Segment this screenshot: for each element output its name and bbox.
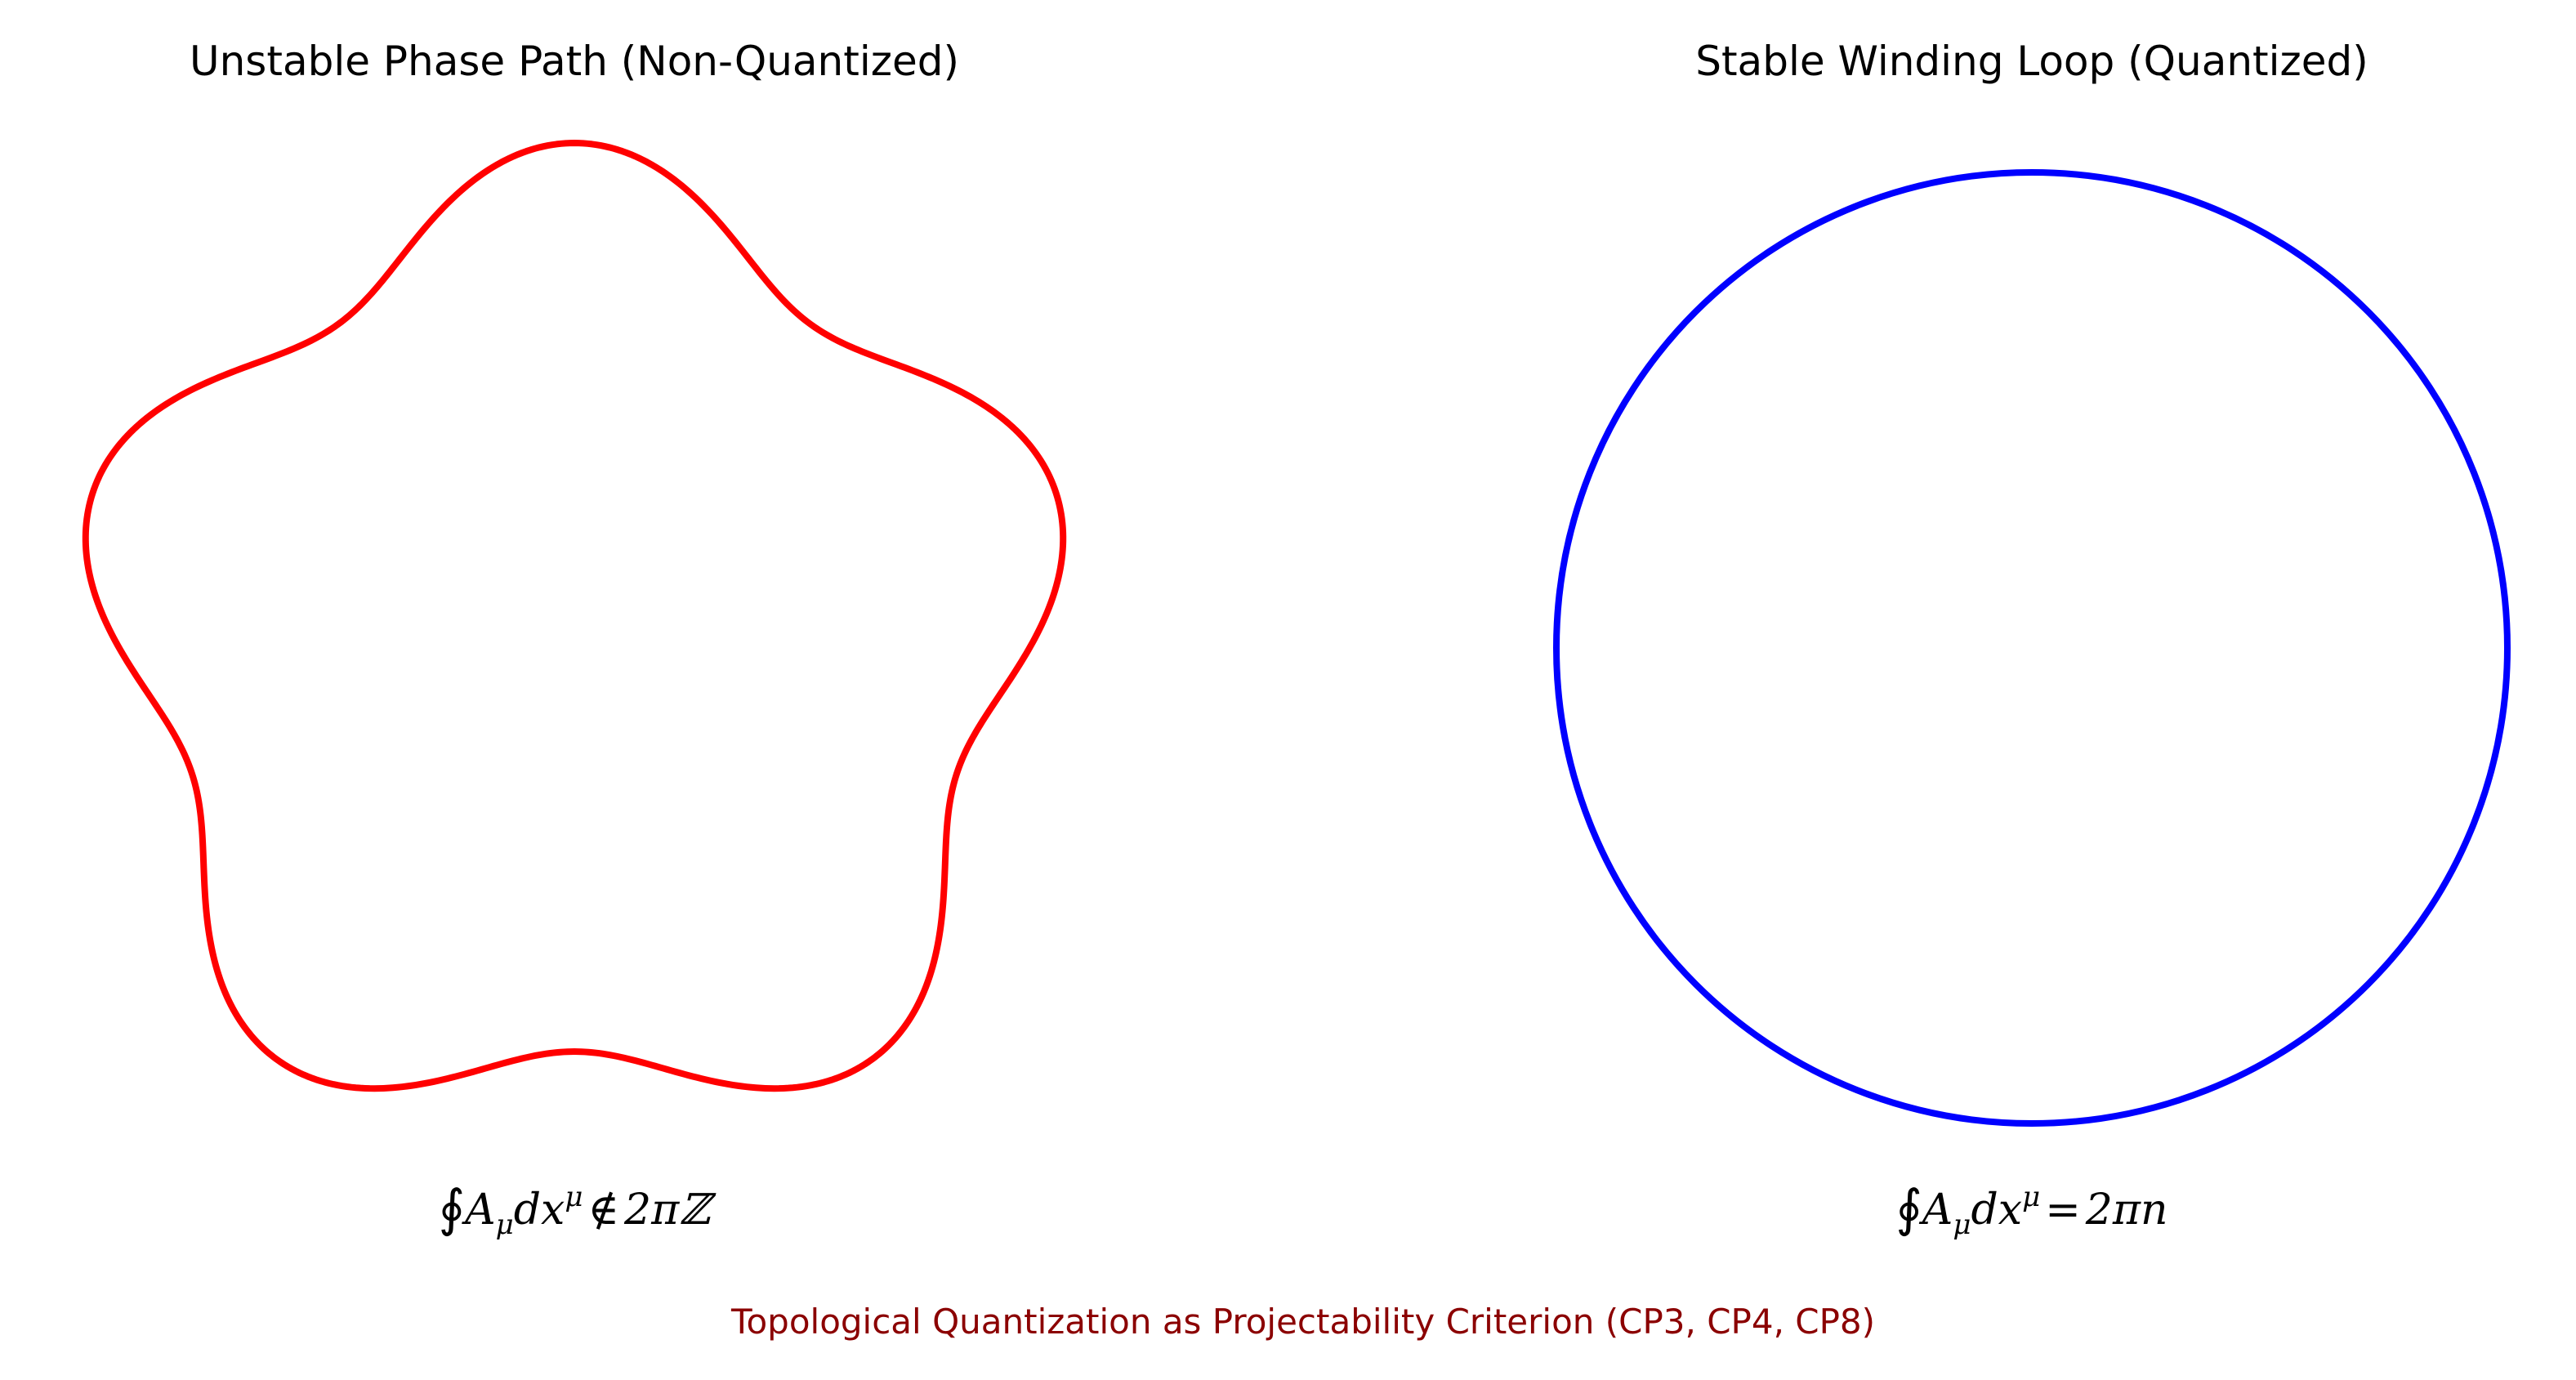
field-index: μ <box>495 1208 514 1241</box>
differential-index: μ <box>565 1181 583 1213</box>
differential-index: μ <box>2022 1181 2041 1213</box>
field-symbol: A <box>465 1186 496 1235</box>
left-panel-title: Unstable Phase Path (Non-Quantized) <box>190 38 959 85</box>
unstable-phase-path <box>82 140 1067 1092</box>
field-symbol: A <box>1922 1186 1953 1235</box>
figure-caption: Topological Quantization as Projectabili… <box>730 1302 1876 1342</box>
right-formula: ∮Aμdxμ = 2πn <box>1895 1160 2168 1262</box>
right-hand-side: 2πℤ <box>624 1186 711 1235</box>
contour-integral-symbol: ∮ <box>1895 1178 1922 1238</box>
right-hand-side: 2πn <box>2085 1186 2168 1235</box>
field-index: μ <box>1953 1208 1971 1241</box>
contour-integral-symbol: ∮ <box>438 1178 466 1238</box>
right-panel-title: Stable Winding Loop (Quantized) <box>1695 38 2368 85</box>
stable-winding-loop <box>1553 169 2511 1127</box>
left-formula: ∮Aμdxμ ∉ 2πℤ <box>439 1160 710 1262</box>
relation-symbol: = <box>2045 1186 2081 1235</box>
differential: dx <box>513 1186 565 1235</box>
differential: dx <box>1971 1186 2023 1235</box>
relation-symbol: ∉ <box>587 1186 620 1235</box>
